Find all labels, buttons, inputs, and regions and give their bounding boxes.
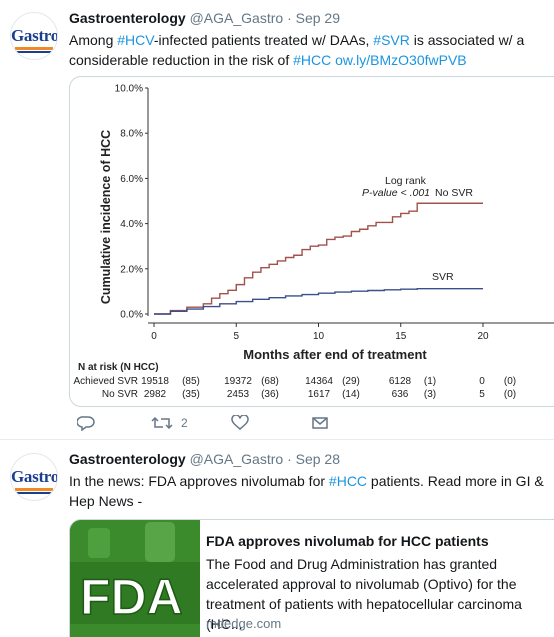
- risk-table-cell: (85): [182, 376, 200, 387]
- risk-table-cell: 2453: [227, 389, 250, 400]
- tweet-text-segment: is associated w/ a considerable reductio…: [69, 32, 525, 68]
- risk-table-cell: 636: [392, 389, 409, 400]
- tweet-text-segment: patients. Read more in GI & Hep News -: [69, 473, 544, 509]
- x-tick-label: 0: [151, 331, 157, 342]
- link-card-title[interactable]: FDA approves nivolumab for HCC patients: [206, 533, 489, 549]
- risk-table-cell: (68): [261, 376, 279, 387]
- link-card-domain: mdedge.com: [206, 616, 282, 631]
- y-axis-label: Cumulative incidence of HCC: [99, 130, 113, 304]
- risk-table-cell: 5: [479, 389, 485, 400]
- risk-table-row-label: Achieved SVR: [74, 376, 138, 387]
- author-handle[interactable]: @AGA_Gastro: [189, 451, 284, 467]
- separator-dot: ·: [287, 10, 292, 26]
- tweet-text-segment: -infected patients treated w/ DAAs,: [153, 32, 374, 48]
- tweet-text-segment: Among: [69, 32, 118, 48]
- risk-table-cell: (0): [504, 376, 516, 387]
- tweet-text: In the news: FDA approves nivolumab for …: [69, 471, 545, 511]
- link-card-thumbnail: FDA: [70, 520, 200, 637]
- risk-table-cell: (35): [182, 389, 200, 400]
- separator-dot: ·: [287, 451, 292, 467]
- y-tick-label: 10.0%: [115, 84, 143, 95]
- y-tick-label: 8.0%: [120, 129, 143, 140]
- link-card-description: The Food and Drug Administration has gra…: [206, 556, 522, 632]
- reply-button[interactable]: [77, 413, 95, 433]
- retweet-button[interactable]: 2: [151, 413, 188, 433]
- risk-table-cell: 2982: [144, 389, 167, 400]
- annotation-p-value: P-value < .001: [362, 187, 430, 199]
- series-line-svr: [154, 287, 483, 315]
- y-tick-label: 4.0%: [120, 219, 143, 230]
- tweet-actions: 2: [69, 413, 369, 433]
- tweet-header: Gastroenterology @AGA_Gastro · Sep 28: [69, 451, 340, 467]
- hashtag-link[interactable]: #HCC: [293, 52, 332, 68]
- risk-table-cell: 19372: [224, 376, 252, 387]
- avatar[interactable]: Gastro: [10, 12, 58, 60]
- y-tick-label: 2.0%: [120, 264, 143, 275]
- hashtag-link[interactable]: #SVR: [373, 32, 410, 48]
- author-name[interactable]: Gastroenterology: [69, 10, 186, 26]
- risk-table-row-label: No SVR: [102, 389, 138, 400]
- retweet-icon: [151, 416, 173, 430]
- avatar-logo-text: Gastro: [11, 467, 58, 486]
- series-line-no-svr: [154, 202, 483, 315]
- risk-table-cell: 0: [479, 376, 485, 387]
- series-label-no-svr: No SVR: [435, 187, 473, 199]
- x-axis-label: Months after end of treatment: [243, 347, 427, 362]
- tweet[interactable]: Gastro Gastroenterology @AGA_Gastro · Se…: [0, 0, 554, 440]
- hashtag-link[interactable]: #HCC: [328, 473, 368, 489]
- risk-table-cell: (36): [261, 389, 279, 400]
- envelope-icon: [312, 417, 328, 429]
- risk-table-cell: (3): [424, 389, 436, 400]
- tweet-date[interactable]: Sep 29: [295, 10, 340, 26]
- tweet[interactable]: Gastro Gastroenterology @AGA_Gastro · Se…: [0, 441, 554, 637]
- risk-table-cell: 14364: [305, 376, 333, 387]
- y-tick-label: 6.0%: [120, 174, 143, 185]
- y-tick-label: 0.0%: [120, 310, 143, 321]
- tweet-date[interactable]: Sep 28: [295, 451, 340, 467]
- direct-message-button[interactable]: [311, 413, 329, 433]
- avatar-logo-text: Gastro: [11, 26, 58, 45]
- hashtag-link[interactable]: #HCV: [117, 32, 154, 48]
- avatar-logo-bar: [15, 492, 53, 494]
- risk-table-cell: (29): [342, 376, 360, 387]
- x-tick-label: 10: [313, 331, 325, 342]
- tweet-header: Gastroenterology @AGA_Gastro · Sep 29: [69, 10, 340, 26]
- link-preview-card[interactable]: FDA FDA approves nivolumab for HCC patie…: [69, 519, 554, 637]
- tweet-text-segment: In the news: FDA approves nivolumab for: [69, 473, 329, 489]
- chart-svg: Cumulative incidence of HCC Months after…: [74, 84, 554, 400]
- annotation-log-rank: Log rank: [385, 175, 427, 187]
- risk-table-cell: (14): [342, 389, 360, 400]
- risk-table-cell: (0): [504, 389, 516, 400]
- series-label-svr: SVR: [432, 271, 454, 283]
- risk-table-cell: 1617: [308, 389, 331, 400]
- author-handle[interactable]: @AGA_Gastro: [189, 10, 284, 26]
- reply-icon: [77, 416, 95, 431]
- author-name[interactable]: Gastroenterology: [69, 451, 186, 467]
- avatar-logo-bar: [15, 488, 53, 491]
- x-tick-label: 5: [233, 331, 239, 342]
- like-button[interactable]: [231, 413, 249, 433]
- risk-table-header: N at risk (N HCC): [78, 362, 159, 373]
- retweet-count: 2: [181, 416, 188, 430]
- avatar-logo-bar: [15, 47, 53, 50]
- fda-logo-image: FDA: [70, 520, 200, 637]
- risk-table-cell: (1): [424, 376, 436, 387]
- tweet-text: Among #HCV-infected patients treated w/ …: [69, 30, 545, 70]
- risk-table-cell: 6128: [389, 376, 412, 387]
- url-link[interactable]: ow.ly/BMzO30fwPVB: [335, 52, 467, 68]
- avatar-logo-bar: [15, 51, 53, 53]
- x-tick-label: 15: [395, 331, 407, 342]
- heart-icon: [231, 415, 249, 430]
- fda-logo-text: FDA: [80, 569, 183, 625]
- risk-table-cell: 19518: [141, 376, 169, 387]
- chart-image[interactable]: Cumulative incidence of HCC Months after…: [69, 76, 554, 407]
- avatar[interactable]: Gastro: [10, 453, 58, 501]
- x-tick-label: 20: [477, 331, 489, 342]
